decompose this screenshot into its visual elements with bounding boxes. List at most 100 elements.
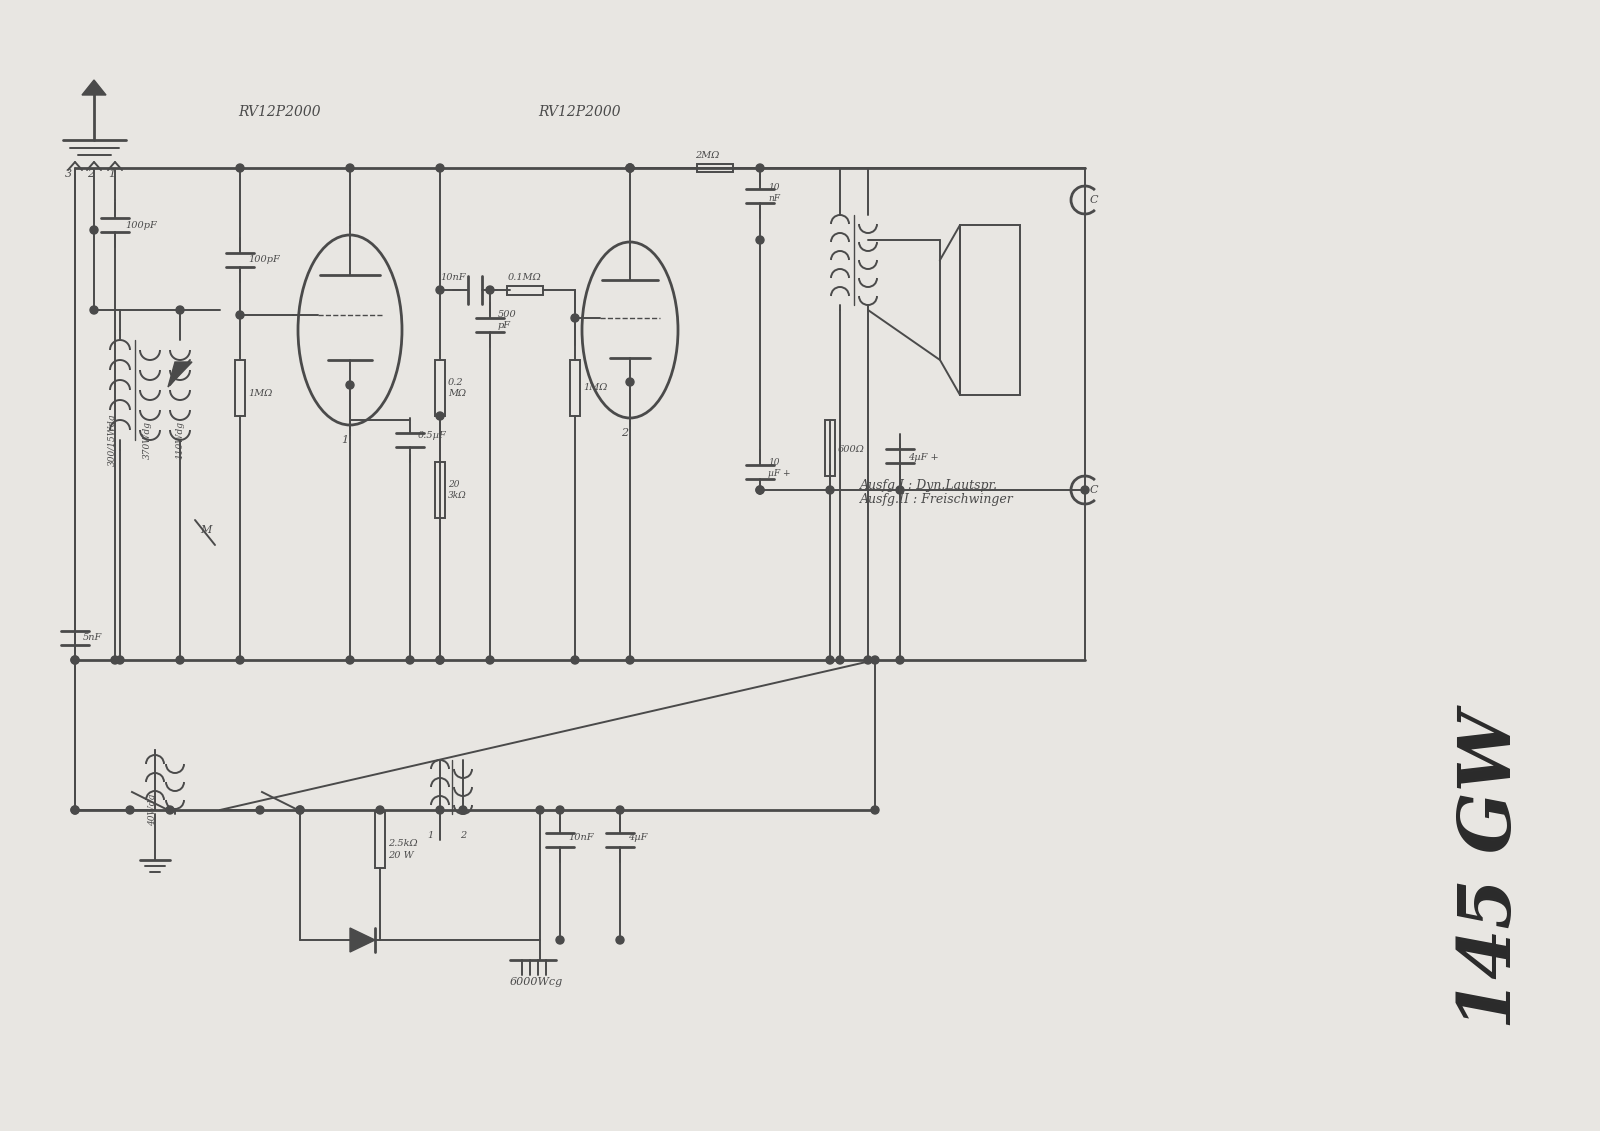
Text: 2.5kΩ: 2.5kΩ <box>387 839 418 848</box>
Text: RV12P2000: RV12P2000 <box>238 105 322 119</box>
Circle shape <box>870 656 878 664</box>
Text: 600Ω: 600Ω <box>838 446 866 455</box>
Bar <box>507 285 542 294</box>
Circle shape <box>126 806 134 814</box>
Circle shape <box>435 656 445 664</box>
Text: 20 W: 20 W <box>387 852 414 861</box>
Circle shape <box>70 806 78 814</box>
Circle shape <box>435 286 445 294</box>
Bar <box>435 461 445 518</box>
Text: 0.2
MΩ: 0.2 MΩ <box>448 378 466 398</box>
Text: 10nF: 10nF <box>568 832 594 841</box>
Circle shape <box>835 656 845 664</box>
Circle shape <box>626 164 634 172</box>
Text: 2MΩ: 2MΩ <box>694 150 720 159</box>
Bar <box>826 420 835 476</box>
Text: 2: 2 <box>86 169 94 179</box>
Circle shape <box>166 806 174 814</box>
Circle shape <box>90 307 98 314</box>
Text: C: C <box>1090 485 1099 495</box>
Text: 110Wdg: 110Wdg <box>174 421 184 459</box>
Text: 10
nF: 10 nF <box>768 183 781 202</box>
Circle shape <box>626 378 634 386</box>
Text: 500
pF: 500 pF <box>498 310 517 330</box>
Circle shape <box>616 936 624 944</box>
Circle shape <box>826 656 834 664</box>
Circle shape <box>237 656 243 664</box>
Text: 1: 1 <box>427 830 434 839</box>
Text: 300/15Wdg: 300/15Wdg <box>109 414 117 466</box>
Circle shape <box>536 806 544 814</box>
Text: 20
3kΩ: 20 3kΩ <box>448 481 467 500</box>
Circle shape <box>346 164 354 172</box>
Circle shape <box>115 656 125 664</box>
Circle shape <box>1082 486 1090 494</box>
Bar <box>960 225 1021 395</box>
Circle shape <box>346 381 354 389</box>
Circle shape <box>626 656 634 664</box>
Circle shape <box>486 286 494 294</box>
Polygon shape <box>168 362 192 387</box>
Text: 3: 3 <box>66 169 72 179</box>
Text: 40Wdg: 40Wdg <box>147 794 157 826</box>
Circle shape <box>626 164 634 172</box>
Circle shape <box>870 806 878 814</box>
Text: RV12P2000: RV12P2000 <box>539 105 621 119</box>
Circle shape <box>70 656 78 664</box>
Text: 6000Wcg: 6000Wcg <box>510 977 563 987</box>
Circle shape <box>459 806 467 814</box>
Circle shape <box>237 311 243 319</box>
Circle shape <box>896 486 904 494</box>
Circle shape <box>626 164 634 172</box>
Circle shape <box>557 806 563 814</box>
Circle shape <box>110 656 118 664</box>
Text: M: M <box>200 525 211 535</box>
Circle shape <box>571 656 579 664</box>
Text: 145 GW: 145 GW <box>1454 710 1525 1029</box>
Circle shape <box>757 236 765 244</box>
Polygon shape <box>350 929 374 952</box>
Text: 1: 1 <box>109 169 115 179</box>
Text: Ausfg.I : Dyn.Lautspr.: Ausfg.I : Dyn.Lautspr. <box>861 478 998 492</box>
Text: 1: 1 <box>341 435 349 444</box>
Circle shape <box>435 806 445 814</box>
Text: 4µF +: 4µF + <box>909 454 939 463</box>
Circle shape <box>896 656 904 664</box>
Circle shape <box>435 412 445 420</box>
Circle shape <box>435 656 445 664</box>
Polygon shape <box>82 80 106 95</box>
Text: 100pF: 100pF <box>248 256 280 265</box>
Text: 10nF: 10nF <box>440 274 466 283</box>
Text: 370Wdg: 370Wdg <box>142 421 152 459</box>
Circle shape <box>70 656 78 664</box>
Text: 10
µF +: 10 µF + <box>768 458 790 477</box>
Text: 5nF: 5nF <box>83 633 102 642</box>
Text: 2: 2 <box>621 428 629 438</box>
Text: Ausfg.II : Freischwinger: Ausfg.II : Freischwinger <box>861 493 1014 507</box>
Circle shape <box>376 806 384 814</box>
Bar <box>235 360 245 416</box>
Circle shape <box>176 656 184 664</box>
Circle shape <box>486 656 494 664</box>
Circle shape <box>557 936 563 944</box>
Circle shape <box>616 806 624 814</box>
Circle shape <box>864 656 872 664</box>
Text: 1MΩ: 1MΩ <box>248 389 272 397</box>
Circle shape <box>435 164 445 172</box>
Text: C: C <box>1090 195 1099 205</box>
Circle shape <box>757 486 765 494</box>
Circle shape <box>346 656 354 664</box>
Circle shape <box>256 806 264 814</box>
Text: 0.5µF: 0.5µF <box>418 431 446 440</box>
Text: 0.1MΩ: 0.1MΩ <box>509 274 542 283</box>
Circle shape <box>757 486 765 494</box>
Circle shape <box>70 806 78 814</box>
Circle shape <box>826 486 834 494</box>
Circle shape <box>406 656 414 664</box>
Circle shape <box>757 164 765 172</box>
Text: 100pF: 100pF <box>125 221 157 230</box>
Text: 1MΩ: 1MΩ <box>582 383 608 392</box>
Circle shape <box>237 164 243 172</box>
Bar <box>570 360 579 416</box>
Circle shape <box>571 314 579 322</box>
